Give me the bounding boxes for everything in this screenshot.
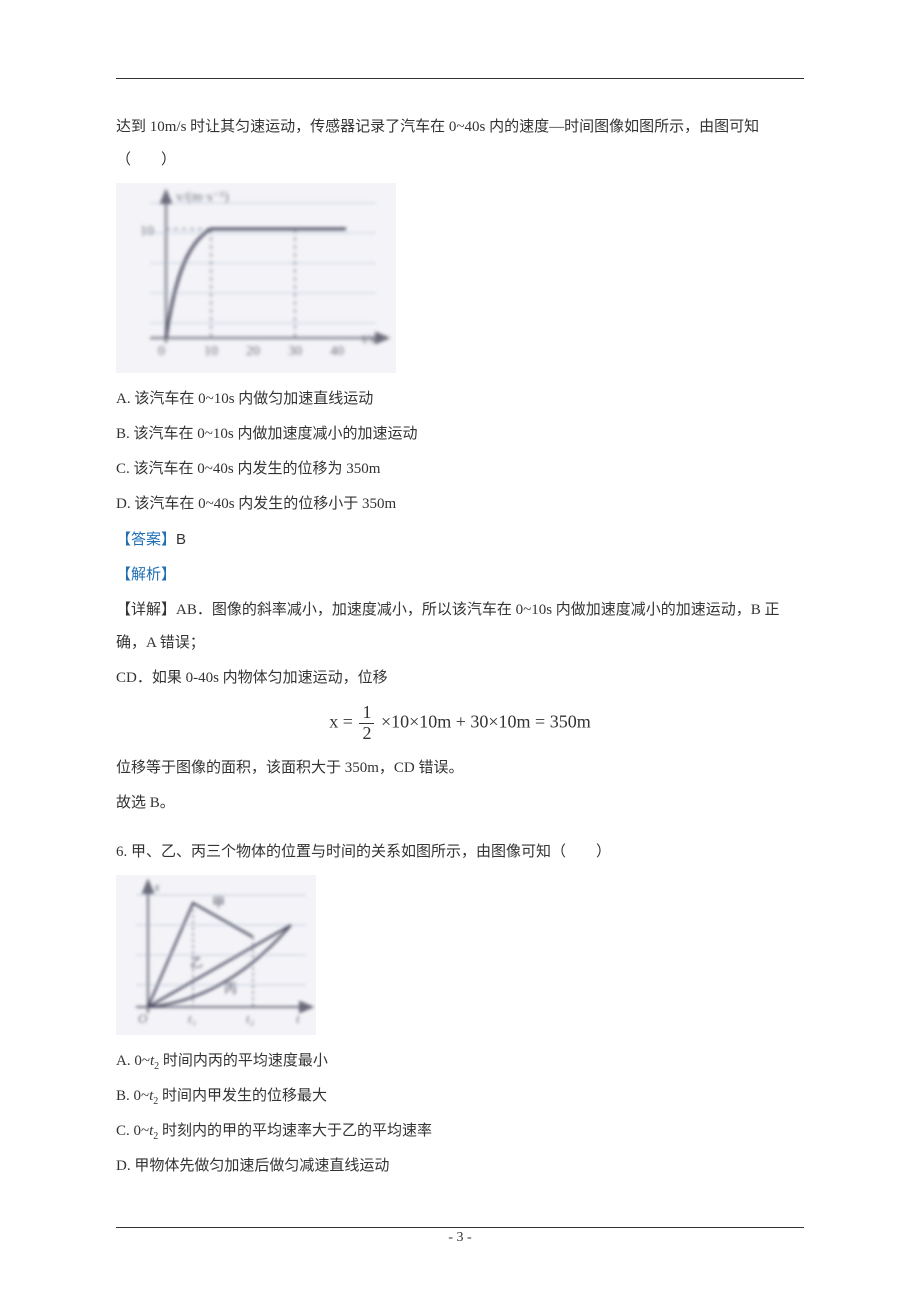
svg-text:t₁: t₁ (188, 1011, 196, 1026)
frac-den: 2 (359, 724, 374, 744)
q5-answer-line: 【答案】B (116, 523, 804, 557)
fraction-icon: 1 2 (359, 703, 374, 744)
svg-text:甲: 甲 (212, 895, 225, 910)
q5-detail-ab: 【详解】AB．图像的斜率减小，加速度减小，所以该汽车在 0~10s 内做加速度减… (116, 594, 804, 660)
q5-analysis-label: 【解析】 (116, 559, 804, 592)
svg-text:x: x (153, 879, 160, 894)
svg-text:乙: 乙 (190, 955, 203, 970)
answer-label: 【答案】 (116, 532, 176, 548)
q5-area-line: 位移等于图像的面积，该面积大于 350m，CD 错误。 (116, 752, 804, 785)
q6-stem: 6. 甲、乙、丙三个物体的位置与时间的关系如图所示，由图像可知（ ） (116, 836, 804, 869)
svg-text:0: 0 (158, 344, 165, 359)
q6-option-a: A. 0~t2 时间内丙的平均速度最小 (116, 1045, 804, 1078)
svg-text:30: 30 (288, 344, 302, 359)
q6-option-c: C. 0~t2 时刻内的甲的平均速率大于乙的平均速率 (116, 1115, 804, 1148)
q6-xt-chart: O x t t₁ t₂ 甲 乙 丙 (116, 875, 316, 1035)
svg-text:t/s: t/s (362, 332, 375, 347)
analysis-label: 【解析】 (116, 567, 176, 583)
frac-num: 1 (359, 703, 374, 724)
top-horizontal-rule (116, 78, 804, 79)
page-number: - 3 - (0, 1223, 920, 1254)
q5-option-a: A. 该汽车在 0~10s 内做匀加速直线运动 (116, 383, 804, 416)
answer-value: B (176, 531, 186, 548)
formula-tail: ×10×10m + 30×10m = 350m (381, 711, 591, 731)
q5-conclusion: 故选 B。 (116, 787, 804, 820)
svg-text:40: 40 (330, 344, 344, 359)
page-content: 达到 10m/s 时让其匀速运动，传感器记录了汽车在 0~40s 内的速度—时间… (0, 0, 920, 1183)
q5-option-b: B. 该汽车在 0~10s 内做加速度减小的加速运动 (116, 418, 804, 451)
formula-xeq: x = (329, 711, 353, 731)
q6-option-b: B. 0~t2 时间内甲发生的位移最大 (116, 1080, 804, 1113)
question-gap (116, 822, 804, 836)
svg-text:O: O (138, 1011, 148, 1026)
svg-text:丙: 丙 (224, 981, 237, 996)
svg-text:t₂: t₂ (246, 1011, 255, 1026)
q5-vt-chart: 0 10 20 30 40 10 t/s v/(m·s⁻¹) (116, 183, 396, 373)
q6-option-d: D. 甲物体先做匀加速后做匀减速直线运动 (116, 1150, 804, 1183)
svg-text:v/(m·s⁻¹): v/(m·s⁻¹) (176, 190, 229, 205)
q5-option-c: C. 该汽车在 0~40s 内发生的位移为 350m (116, 453, 804, 486)
q5-option-d: D. 该汽车在 0~40s 内发生的位移小于 350m (116, 488, 804, 521)
svg-text:10: 10 (140, 224, 154, 239)
q5-intro: 达到 10m/s 时让其匀速运动，传感器记录了汽车在 0~40s 内的速度—时间… (116, 111, 804, 177)
q5-detail-cd: CD．如果 0-40s 内物体匀加速运动，位移 (116, 662, 804, 695)
q5-formula: x = 1 2 ×10×10m + 30×10m = 350m (116, 703, 804, 744)
svg-text:t: t (296, 1011, 300, 1026)
svg-text:20: 20 (246, 344, 260, 359)
svg-text:10: 10 (204, 344, 218, 359)
